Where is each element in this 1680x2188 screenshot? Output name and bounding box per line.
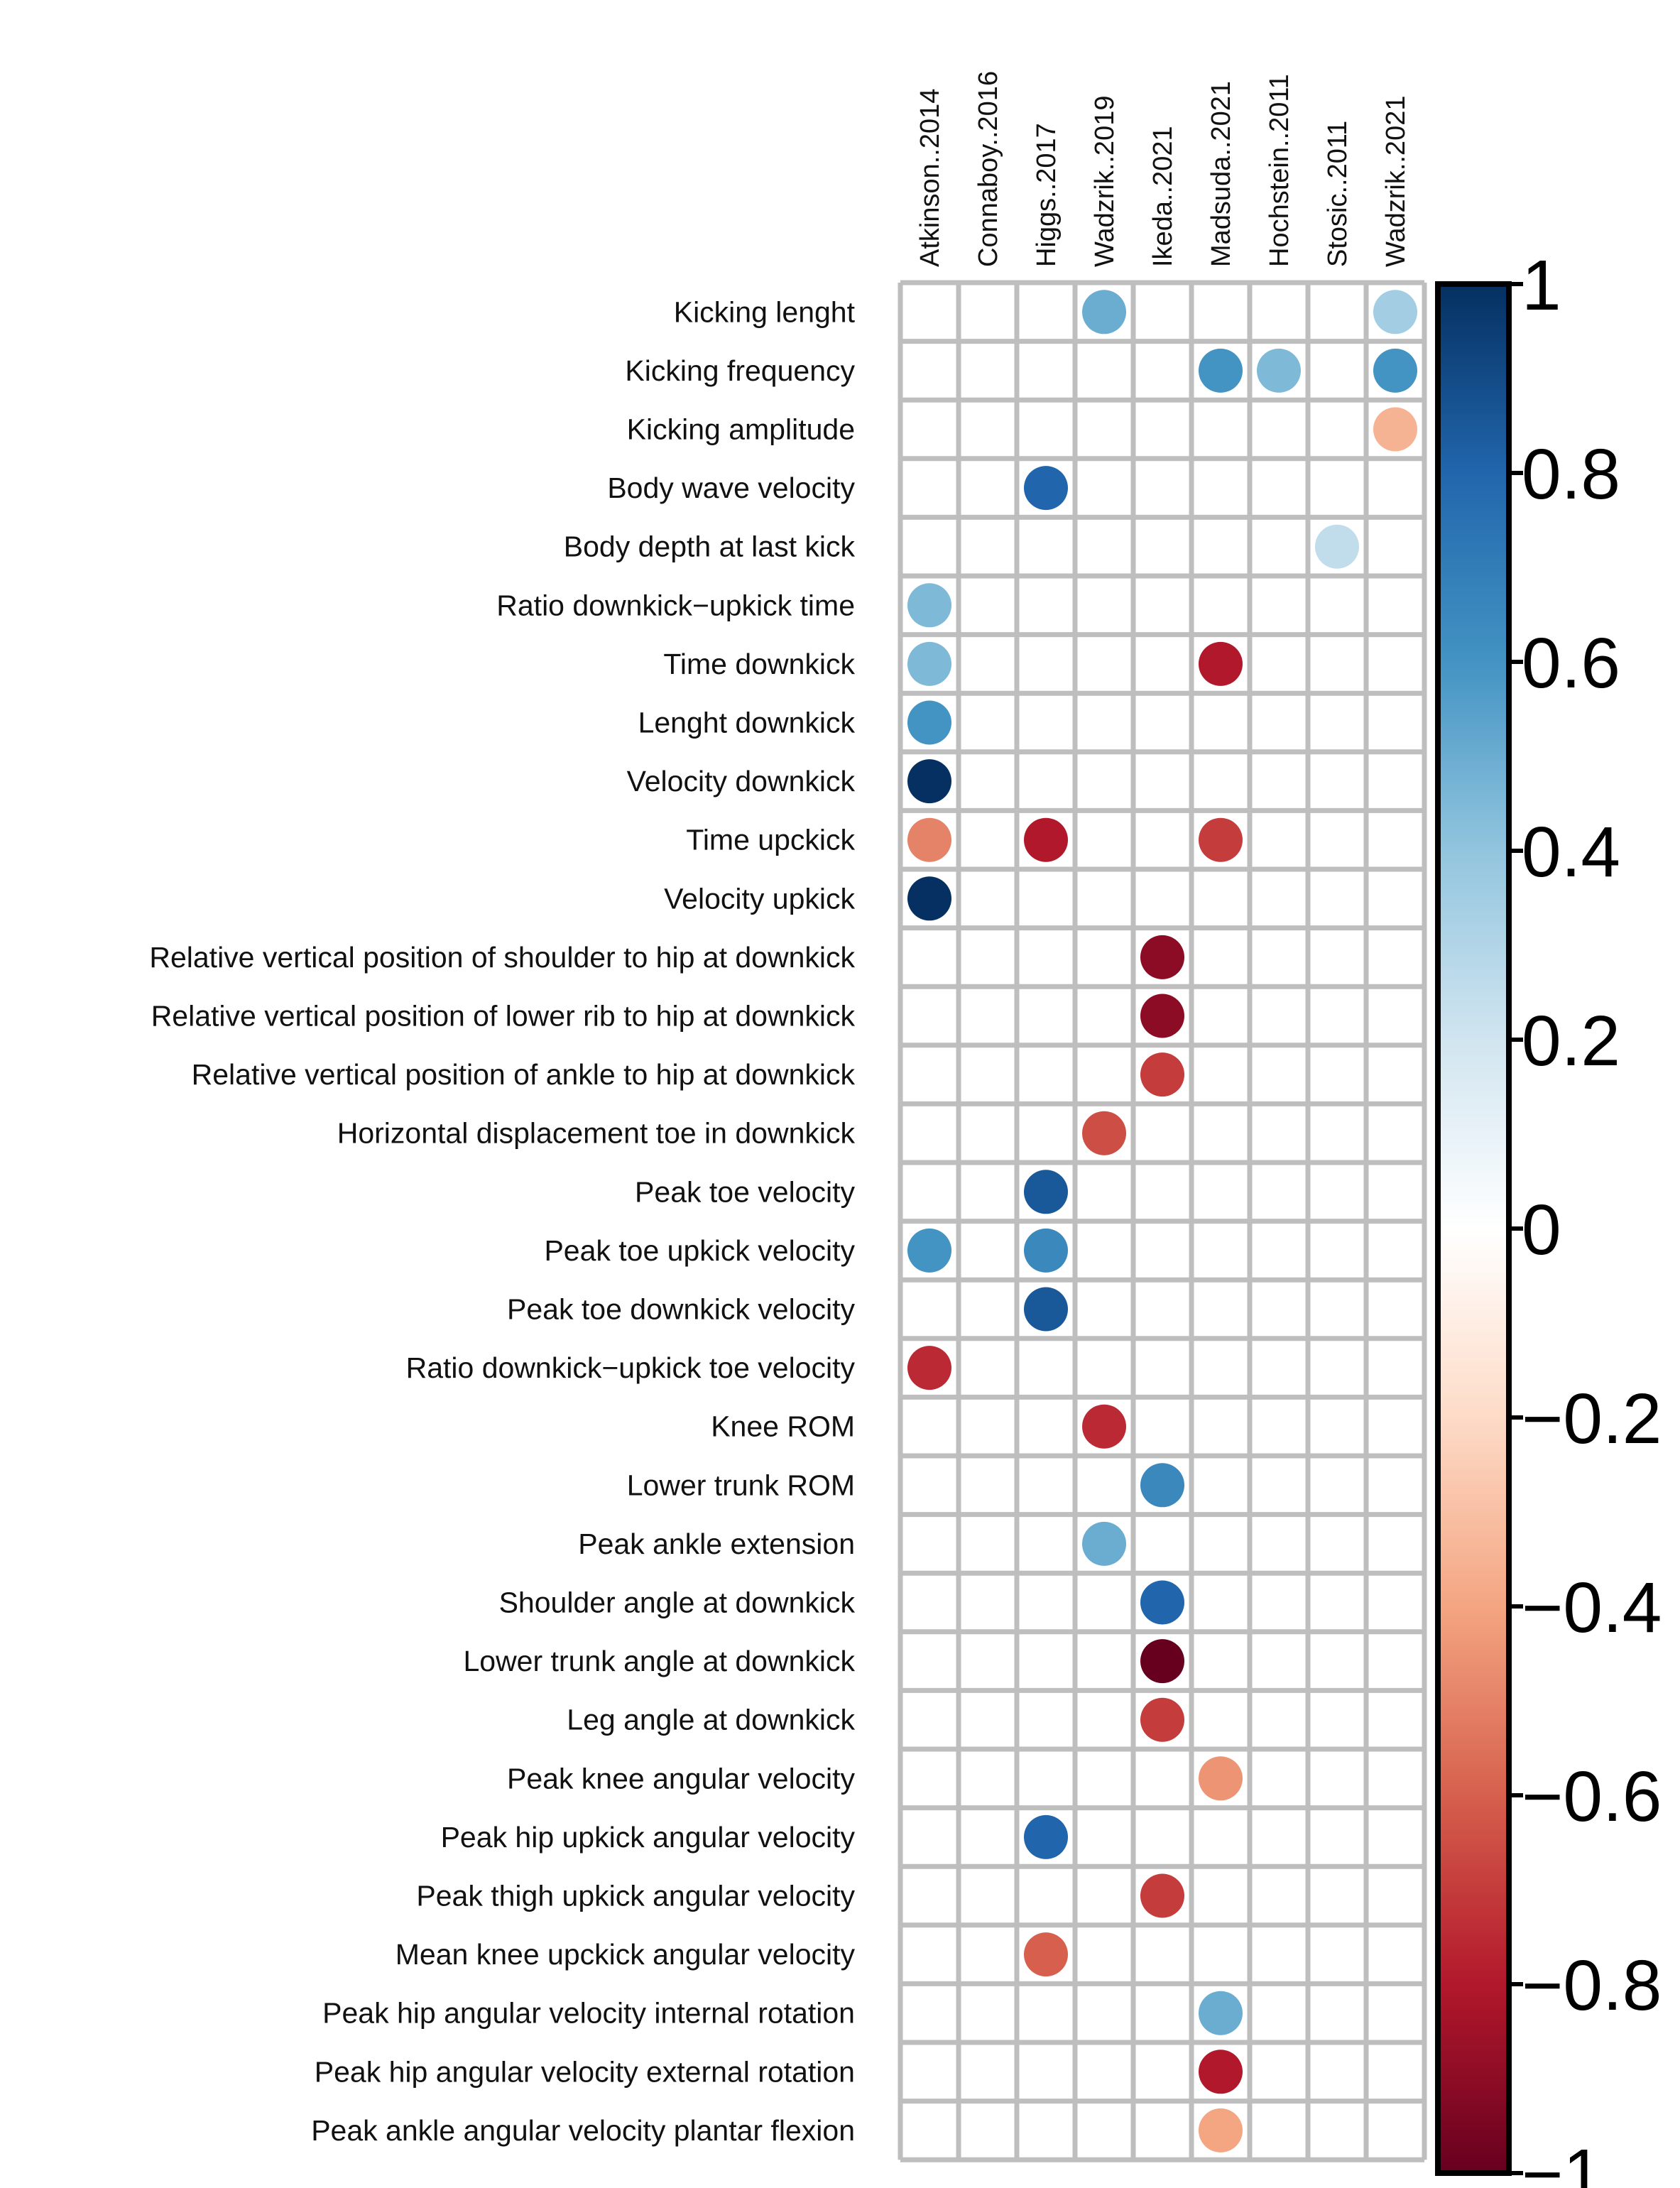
row-label: Body depth at last kick <box>564 530 856 563</box>
correlation-circle <box>1373 290 1417 334</box>
correlation-circle <box>1199 1991 1243 2035</box>
correlation-circle <box>1140 1580 1184 1625</box>
row-label: Peak thigh upkick angular velocity <box>416 1880 855 1912</box>
correlation-circle <box>907 1228 951 1273</box>
row-label: Ratio downkick−upkick toe velocity <box>406 1351 856 1384</box>
correlation-circle <box>1140 1463 1184 1508</box>
row-label: Peak toe velocity <box>635 1175 855 1208</box>
correlation-circle <box>1024 1814 1068 1859</box>
correlation-circle <box>1082 1404 1126 1449</box>
grid-layer <box>898 280 1427 2162</box>
colorbar-tick-label: 0.6 <box>1522 624 1620 703</box>
correlation-circle <box>1024 1932 1068 1977</box>
correlation-circle <box>907 1346 951 1390</box>
row-label: Time downkick <box>663 648 855 680</box>
colorbar-tick-label: −0.6 <box>1522 1757 1662 1836</box>
row-label: Time upckick <box>686 824 855 856</box>
correlation-circle <box>1140 935 1184 979</box>
colorbar-tick-label: 1 <box>1522 246 1561 325</box>
row-labels: Kicking lenght Kicking frequency Kicking a… <box>149 295 855 2147</box>
colorbar-tick-label: 0.8 <box>1522 435 1620 514</box>
correlation-circle <box>1199 1756 1243 1801</box>
column-label: Wadzrik..2021 <box>1381 96 1411 267</box>
correlation-circle <box>1140 1697 1184 1742</box>
colorbar-tick-label: −0.4 <box>1522 1568 1662 1648</box>
correlation-circle <box>1024 1228 1068 1273</box>
column-label: Connaboy..2016 <box>973 71 1003 267</box>
column-label: Madsuda..2021 <box>1206 81 1236 267</box>
row-label: Peak hip angular velocity internal rotat… <box>322 1997 855 2030</box>
correlation-circle <box>1257 348 1301 393</box>
row-label: Ratio downkick−upkick time <box>496 589 855 621</box>
correlation-circle <box>1024 466 1068 511</box>
row-label: Relative vertical position of lower rib … <box>151 1000 856 1033</box>
correlation-circle <box>1082 1521 1126 1566</box>
column-label: Hochstein..2011 <box>1265 74 1294 267</box>
colorbar-tick-label: −1 <box>1522 2135 1603 2188</box>
row-label: Peak knee angular velocity <box>507 1762 856 1795</box>
colorbar: 1 0.8 0.6 0.4 0.2 0 −0.2 −0.4 −0.6 −0.8 −1 <box>1435 246 1662 2188</box>
correlation-circle <box>1199 641 1243 686</box>
correlation-circle <box>1199 348 1243 393</box>
correlation-circle <box>1315 524 1359 569</box>
correlation-circle <box>1140 1639 1184 1684</box>
colorbar-tick-label: −0.8 <box>1522 1946 1662 2025</box>
row-label: Velocity downkick <box>627 765 856 798</box>
correlation-circle <box>1199 817 1243 862</box>
correlation-circle <box>907 876 951 921</box>
row-label: Kicking lenght <box>674 295 856 328</box>
row-label: Relative vertical position of shoulder t… <box>149 941 855 974</box>
column-label: Higgs..2017 <box>1032 123 1062 267</box>
column-label: Ikeda..2021 <box>1148 126 1178 267</box>
row-label: Lower trunk angle at downkick <box>463 1645 855 1677</box>
row-label: Peak toe upkick velocity <box>544 1234 855 1267</box>
row-label: Shoulder angle at downkick <box>499 1586 856 1619</box>
row-label: Peak toe downkick velocity <box>507 1293 855 1326</box>
correlation-circle <box>907 817 951 862</box>
correlation-circle <box>907 641 951 686</box>
correlation-circle <box>1140 1873 1184 1918</box>
correlation-circle <box>1373 407 1417 452</box>
correlation-circle <box>1082 290 1126 334</box>
column-label: Atkinson..2014 <box>915 89 945 267</box>
colorbar-gradient <box>1435 281 1512 2176</box>
correlation-circle <box>1024 817 1068 862</box>
row-label: Lower trunk ROM <box>627 1469 855 1501</box>
column-label: Wadzrik..2019 <box>1090 96 1120 267</box>
correlation-circle <box>1373 348 1417 393</box>
row-label: Peak hip upkick angular velocity <box>441 1821 856 1854</box>
row-label: Peak hip angular velocity external rotat… <box>315 2055 855 2088</box>
correlation-circle <box>1024 1287 1068 1332</box>
row-label: Velocity upkick <box>664 882 855 915</box>
row-label: Kicking amplitude <box>627 413 855 446</box>
colorbar-tick-label: 0.2 <box>1522 1001 1620 1081</box>
row-label: Mean knee upckick angular velocity <box>396 1938 856 1971</box>
marks-layer <box>907 290 1417 2152</box>
row-label: Leg angle at downkick <box>567 1704 855 1736</box>
colorbar-tick-label: −0.2 <box>1522 1379 1662 1459</box>
col-labels: Atkinson..2014 Connaboy..2016 Higgs..2017 W… <box>915 71 1411 267</box>
correlation-circle <box>1199 2050 1243 2094</box>
column-label: Stosic..2011 <box>1323 121 1353 267</box>
colorbar-tick-label: 0 <box>1522 1190 1561 1270</box>
row-label: Horizontal displacement toe in downkick <box>337 1117 856 1150</box>
row-label: Kicking frequency <box>625 354 855 387</box>
correlation-circle <box>907 759 951 804</box>
correlation-circle <box>907 583 951 628</box>
row-label: Peak ankle angular velocity plantar flex… <box>311 2114 855 2147</box>
correlation-circle <box>1024 1170 1068 1214</box>
correlation-circle <box>1082 1111 1126 1155</box>
row-label: Relative vertical position of ankle to h… <box>192 1058 856 1091</box>
row-label: Lenght downkick <box>638 707 856 739</box>
colorbar-tick-label: 0.4 <box>1522 812 1620 892</box>
correlation-circle <box>1199 2108 1243 2152</box>
row-label: Peak ankle extension <box>578 1528 855 1560</box>
correlation-circle <box>1140 1052 1184 1097</box>
correlation-circle <box>1140 994 1184 1038</box>
row-label: Knee ROM <box>711 1410 855 1443</box>
correlation-circle <box>907 700 951 745</box>
row-label: Body wave velocity <box>607 472 855 504</box>
